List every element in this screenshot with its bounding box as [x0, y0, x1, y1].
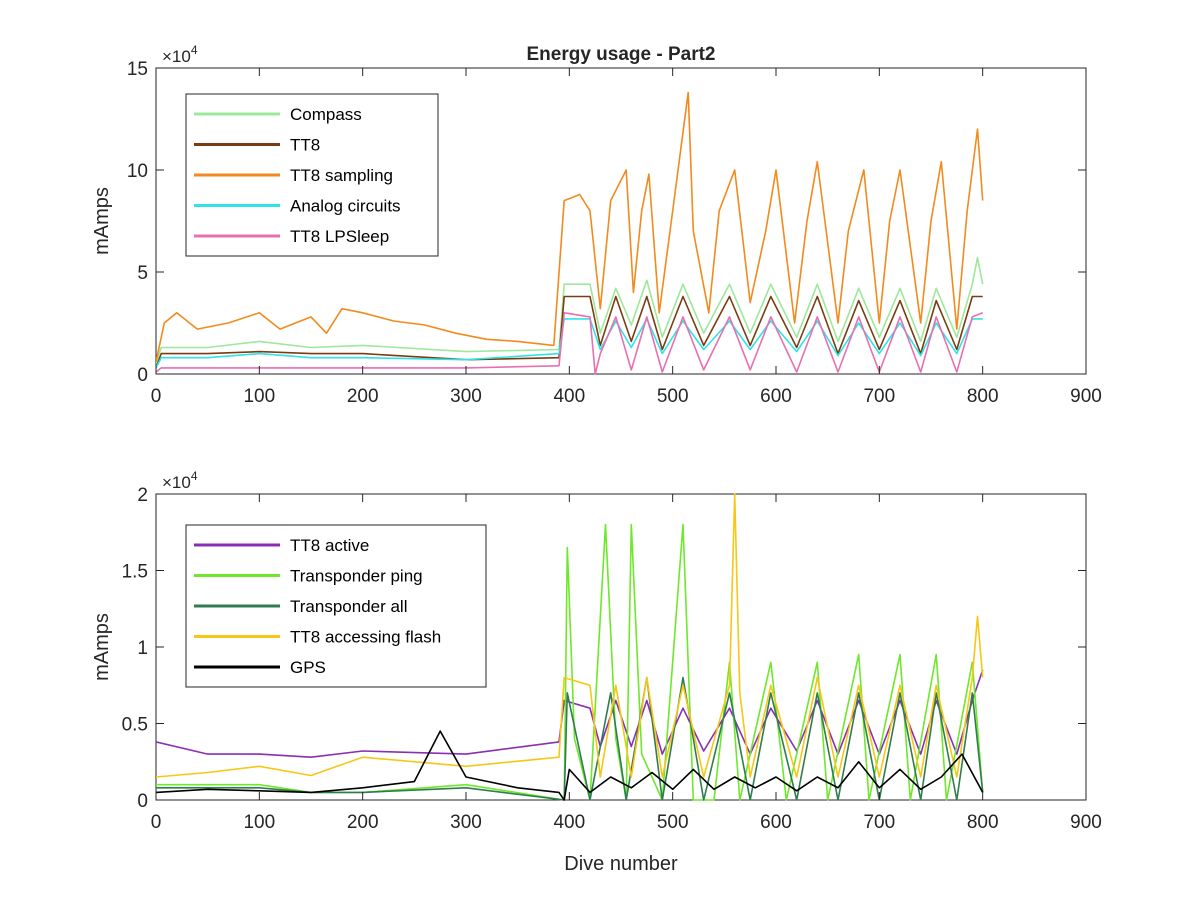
x-tick-label: 500	[657, 386, 689, 407]
y-tick-label: 0	[137, 791, 148, 812]
legend-label: TT8 LPSleep	[290, 227, 389, 246]
y-exponent-power: 4	[191, 43, 198, 57]
legend: Compass TT8 TT8 sampling Analog circuits TT8…	[185, 93, 439, 257]
x-tick-label: 700	[863, 812, 895, 833]
x-tick-label: 900	[1070, 812, 1102, 833]
x-tick-label: 300	[450, 812, 482, 833]
plot-energy-part2: Energy usage - Part2 mAmps ×104 0 100 200 3…	[91, 43, 1102, 407]
legend-label: TT8 active	[290, 536, 369, 555]
x-tick-label: 400	[553, 386, 585, 407]
legend-label: Analog circuits	[290, 197, 401, 216]
series-lines	[156, 493, 984, 801]
y-tick-label: 1.5	[122, 562, 148, 583]
x-tick-label: 100	[243, 812, 275, 833]
x-tick-label: 200	[347, 386, 379, 407]
y-tick-label: 1	[137, 638, 148, 659]
x-tick-label: 0	[151, 386, 162, 407]
legend-label: TT8	[290, 136, 320, 155]
x-tick-label: 800	[967, 386, 999, 407]
x-tick-label: 700	[863, 386, 895, 407]
y-tick-label: 2	[137, 485, 148, 506]
y-exponent: ×104	[162, 43, 198, 66]
y-tick-label: 15	[127, 59, 148, 80]
series-line-tt8	[156, 295, 983, 369]
series-line-tt8-accessing-flash	[156, 493, 984, 778]
x-tick-label: 800	[967, 812, 999, 833]
x-tick-label: 0	[151, 812, 162, 833]
legend-label: Transponder ping	[290, 567, 423, 586]
plot-energy-lower: mAmps Dive number ×104 0 100 200 300 400 500 6…	[91, 469, 1102, 875]
y-axis-label: mAmps	[91, 613, 113, 681]
chart-title: Energy usage - Part2	[526, 44, 715, 65]
y-exponent: ×104	[162, 469, 198, 492]
series-line-transponder-all	[156, 676, 984, 801]
series-line-analog-circuits	[156, 318, 983, 369]
x-tick-label: 100	[243, 386, 275, 407]
x-tick-label: 600	[760, 812, 792, 833]
legend-label: TT8 accessing flash	[290, 628, 441, 647]
y-tick-label: 0	[137, 365, 148, 386]
y-axis-label: mAmps	[91, 187, 113, 255]
legend-label: Compass	[290, 105, 362, 124]
legend: TT8 active Transponder ping Transponder al…	[185, 524, 487, 688]
y-tick-label: 0.5	[122, 715, 148, 736]
y-tick-label: 10	[127, 161, 148, 182]
x-tick-label: 500	[657, 812, 689, 833]
x-tick-label: 900	[1070, 386, 1102, 407]
series-line-tt8-lpsleep	[156, 311, 983, 375]
series-line-compass	[156, 256, 984, 365]
legend-label: GPS	[290, 658, 326, 677]
y-tick-label: 5	[137, 263, 148, 284]
series-lines	[156, 91, 984, 375]
x-tick-label: 300	[450, 386, 482, 407]
legend-label: Transponder all	[290, 597, 408, 616]
series-line-gps	[156, 730, 984, 801]
x-axis-label: Dive number	[564, 853, 678, 875]
y-exponent-power: 4	[191, 469, 198, 483]
legend-label: TT8 sampling	[290, 166, 393, 185]
x-tick-label: 400	[553, 812, 585, 833]
x-tick-label: 600	[760, 386, 792, 407]
series-line-tt8-sampling	[156, 91, 984, 362]
x-tick-label: 200	[347, 812, 379, 833]
